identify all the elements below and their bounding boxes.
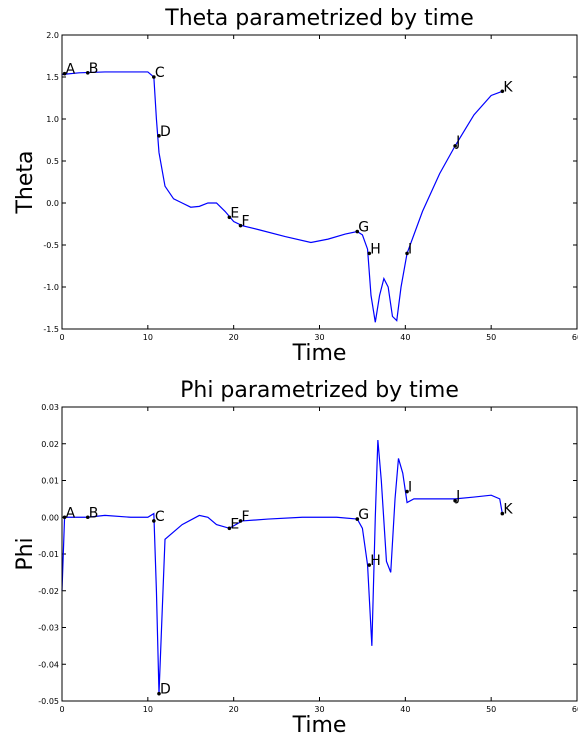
annotation-point xyxy=(152,519,156,523)
annotation-label: J xyxy=(455,489,460,505)
y-tick-label: 0.03 xyxy=(41,403,59,412)
annotation-label: E xyxy=(230,205,239,221)
annotation-point xyxy=(85,515,90,520)
x-tick-label: 20 xyxy=(229,705,239,714)
annotation-point xyxy=(367,563,372,567)
y-tick-label: -0.5 xyxy=(43,241,59,250)
annotation-point xyxy=(157,134,161,138)
annotation-label: G xyxy=(358,507,369,523)
annotation-label: C xyxy=(155,509,165,525)
annotation-label: K xyxy=(503,79,513,95)
y-tick-label: 1.5 xyxy=(46,73,59,82)
x-tick-label: 40 xyxy=(400,333,410,342)
annotation-point xyxy=(500,511,505,516)
data-line xyxy=(61,440,503,694)
annotation-point xyxy=(405,489,409,494)
plot-frame xyxy=(61,34,578,330)
annotation-point xyxy=(227,526,232,531)
x-tick-label: 60 xyxy=(572,333,578,342)
annotation-point xyxy=(355,229,360,234)
y-axis-label: Phi xyxy=(13,537,38,570)
annotation-point xyxy=(227,215,232,220)
x-tick-label: 50 xyxy=(486,705,496,714)
annotation-point xyxy=(152,75,156,79)
annotation-label: J xyxy=(455,134,460,150)
annotation-label: H xyxy=(370,241,381,257)
annotation-point xyxy=(405,251,409,256)
annotation-point xyxy=(367,251,372,256)
annotation-point xyxy=(238,519,243,523)
annotation-label: E xyxy=(230,516,239,532)
x-tick-label: 20 xyxy=(229,333,239,342)
x-tick-label: 50 xyxy=(486,333,496,342)
data-line xyxy=(61,71,503,323)
annotation-label: B xyxy=(89,505,99,521)
y-tick-label: 0.00 xyxy=(41,513,59,522)
x-tick-label: 10 xyxy=(143,705,153,714)
y-tick-label: -0.02 xyxy=(38,587,59,596)
annotation-label: C xyxy=(155,65,165,81)
annotation-label: A xyxy=(66,505,76,521)
x-axis-label: Time xyxy=(292,341,347,366)
x-tick-label: 30 xyxy=(314,333,324,342)
y-tick-label: 0.5 xyxy=(46,157,59,166)
annotation-point xyxy=(453,498,457,503)
x-tick-label: 40 xyxy=(400,705,410,714)
annotation-label: F xyxy=(242,214,250,230)
y-tick-label: -1.5 xyxy=(43,325,59,334)
annotation-point xyxy=(500,89,505,94)
annotation-label: I xyxy=(408,480,412,496)
y-tick-label: -0.04 xyxy=(38,660,59,669)
y-tick-label: 0.02 xyxy=(41,440,59,449)
annotation-label: D xyxy=(160,682,171,698)
y-tick-label: 2.0 xyxy=(46,31,59,40)
y-tick-label: -0.01 xyxy=(38,550,59,559)
annotation-label: K xyxy=(503,502,513,518)
x-tick-label: 10 xyxy=(143,333,153,342)
chart-title: Theta parametrized by time xyxy=(164,6,473,31)
x-tick-label: 30 xyxy=(314,705,324,714)
annotation-label: H xyxy=(370,553,381,569)
annotation-label: F xyxy=(242,509,250,525)
annotation-label: G xyxy=(358,220,369,236)
y-tick-label: -1.0 xyxy=(43,283,59,292)
annotation-point xyxy=(157,691,161,696)
annotation-point xyxy=(238,223,243,228)
annotation-point xyxy=(355,517,360,521)
plot-frame xyxy=(61,406,578,702)
x-tick-label: 0 xyxy=(59,333,64,342)
annotation-label: I xyxy=(408,241,412,257)
annotation-point xyxy=(85,71,90,75)
y-tick-label: 0.0 xyxy=(46,199,59,208)
annotation-point xyxy=(62,515,67,520)
y-axis-label: Theta xyxy=(13,150,38,214)
annotation-label: B xyxy=(89,61,99,77)
annotation-point xyxy=(62,71,67,76)
annotation-label: A xyxy=(66,62,76,78)
annotation-label: D xyxy=(160,124,171,140)
chart-title: Phi parametrized by time xyxy=(180,378,459,403)
x-tick-label: 0 xyxy=(59,705,64,714)
y-tick-label: 0.01 xyxy=(41,477,59,486)
x-tick-label: 60 xyxy=(572,705,578,714)
x-axis-label: Time xyxy=(292,713,347,738)
y-tick-label: 1.0 xyxy=(46,115,59,124)
annotation-point xyxy=(453,144,457,148)
y-tick-label: -0.05 xyxy=(38,697,59,706)
y-tick-label: -0.03 xyxy=(38,624,59,633)
